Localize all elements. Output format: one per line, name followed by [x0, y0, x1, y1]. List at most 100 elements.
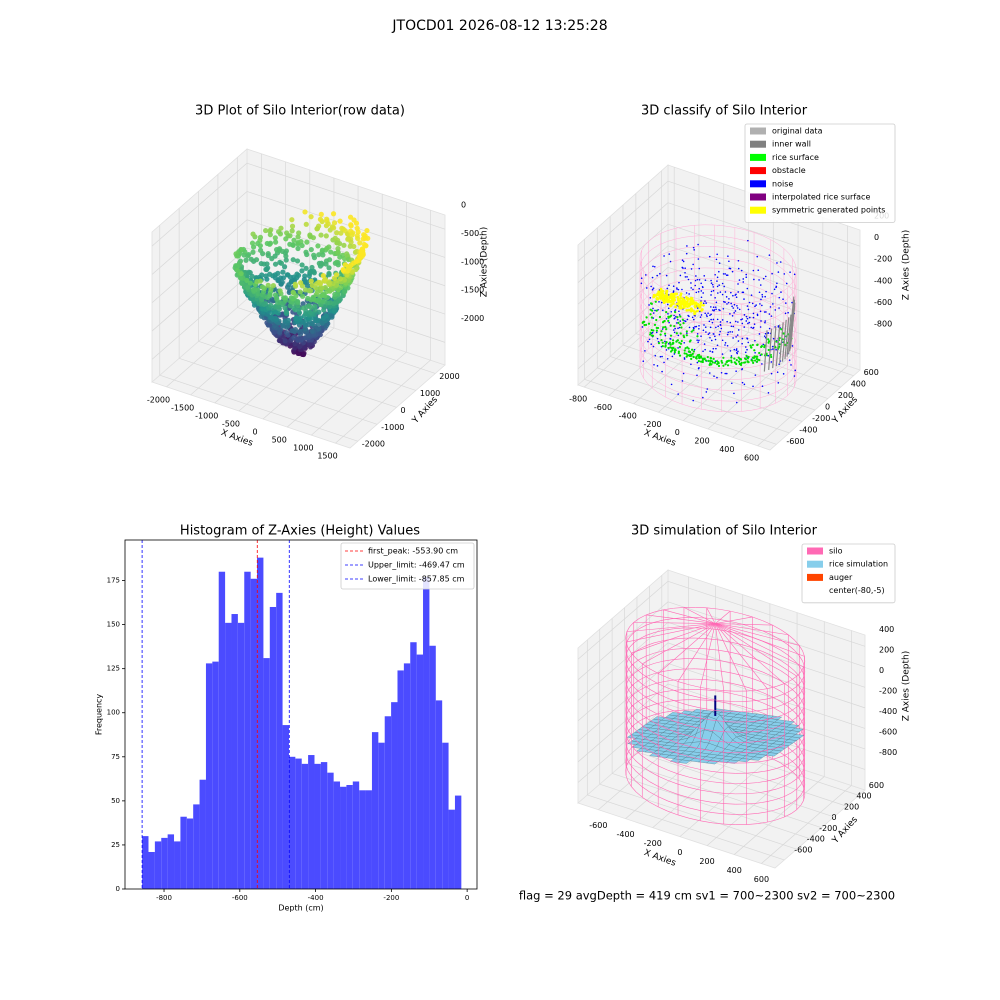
noise-dot: [700, 290, 703, 292]
silo-wire: [770, 250, 778, 255]
noise-dot: [716, 376, 718, 379]
noise-dot: [715, 308, 717, 311]
silo-wire: [663, 669, 674, 672]
silo-wire: [701, 398, 712, 401]
noise-dot: [709, 326, 712, 329]
silo-wire: [724, 225, 735, 228]
noise-dot: [718, 333, 721, 336]
point-cloud: [295, 234, 301, 240]
noise-dot: [772, 337, 775, 340]
rice-dot: [669, 343, 672, 346]
point-cloud: [301, 350, 307, 356]
histogram-bar: [333, 781, 341, 889]
silo-wire: [647, 372, 653, 378]
silo-wire: [701, 301, 712, 304]
silo-wire: [712, 730, 724, 733]
point-cloud: [294, 298, 301, 305]
silo-wire: [677, 814, 690, 819]
noise-dot: [703, 324, 705, 326]
silo-wire: [791, 696, 797, 701]
silo-wire: [700, 800, 713, 803]
noise-dot: [733, 392, 735, 395]
silo-wire: [757, 739, 768, 742]
symmetric-dot: [673, 298, 676, 302]
noise-dot: [748, 316, 751, 319]
silo-wire: [626, 647, 630, 653]
noise-dot: [751, 302, 754, 305]
histogram-bar: [327, 772, 334, 889]
histogram-bar: [288, 756, 296, 889]
silo-wire: [757, 708, 768, 712]
noise-dot: [722, 273, 725, 275]
silo-wire: [647, 286, 653, 292]
silo-wire: [658, 392, 666, 398]
noise-dot: [737, 329, 740, 331]
rice-dot: [709, 357, 713, 360]
symmetric-dot: [669, 300, 673, 303]
silo-wire: [665, 321, 674, 326]
silo-wire: [794, 263, 797, 269]
silo-wire: [800, 666, 804, 672]
silo-wire: [658, 349, 666, 355]
silo-wire: [800, 769, 804, 775]
silo-wire: [700, 789, 713, 793]
noise-dot: [708, 332, 711, 334]
noise-dot: [656, 337, 659, 340]
point-cloud: [331, 307, 337, 313]
noise-dot: [768, 313, 771, 315]
legend-label: obstacle: [772, 166, 806, 175]
silo-wire: [712, 740, 724, 743]
rice-dot: [767, 341, 770, 344]
noise-dot: [704, 326, 707, 328]
silo-wire: [653, 287, 661, 292]
legend-box: [744, 123, 896, 223]
point-cloud: [349, 232, 355, 238]
silo-wire: [741, 654, 753, 659]
point-cloud: [281, 264, 288, 270]
silo-wire: [649, 678, 659, 684]
point-cloud: [257, 243, 263, 249]
silo-wire: [746, 792, 758, 795]
point-cloud: [265, 282, 271, 288]
noise-dot: [692, 399, 695, 402]
grid-line: [577, 663, 669, 742]
noise-dot: [681, 380, 684, 382]
point-cloud: [273, 316, 280, 322]
rice-dot: [722, 364, 725, 367]
noise-dot: [715, 258, 718, 261]
grid-line: [761, 785, 852, 864]
tick-label: 0: [401, 406, 406, 415]
symmetric-dot: [694, 301, 698, 305]
silo-wire: [757, 688, 768, 691]
point-cloud: [326, 281, 332, 287]
noise-dot: [740, 269, 743, 272]
y-tick-label: 50: [111, 797, 120, 805]
noise-dot: [655, 331, 658, 334]
point-cloud: [273, 239, 279, 245]
rice-dot: [668, 341, 672, 344]
symmetric-dot: [679, 294, 682, 297]
silo-wire: [768, 370, 776, 375]
silo-wire: [734, 281, 745, 284]
histogram-bar: [320, 762, 328, 889]
histogram-bar: [244, 571, 251, 889]
silo-wire: [648, 269, 655, 274]
point-cloud: [335, 249, 341, 255]
silo-wire: [800, 759, 804, 765]
noise-dot: [768, 254, 771, 256]
silo-wire: [762, 702, 773, 708]
silo-wire: [777, 308, 785, 314]
rice-dot: [704, 359, 707, 362]
tick-label: -1000: [195, 411, 218, 420]
tick-label: -800: [879, 748, 897, 757]
noise-dot: [648, 304, 650, 306]
silo-wire: [775, 377, 783, 382]
noise-dot: [752, 312, 755, 315]
point-cloud: [272, 323, 278, 329]
grid-line: [599, 783, 797, 850]
silo-wire: [635, 678, 643, 685]
rice-dot: [658, 315, 662, 319]
silo-wire: [631, 714, 637, 721]
silo-wire: [700, 623, 716, 688]
noise-dot: [741, 368, 744, 370]
